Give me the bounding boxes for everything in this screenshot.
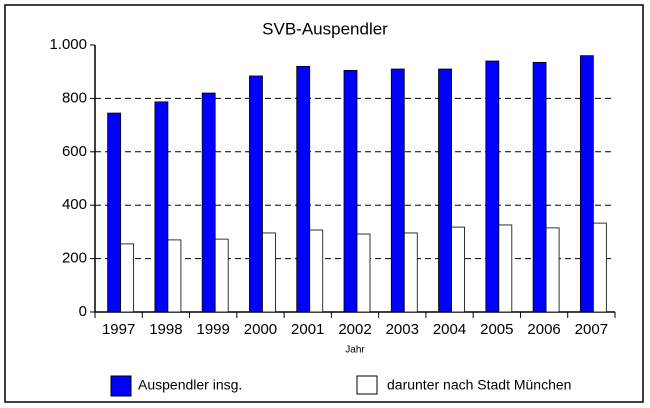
bar [592,222,607,313]
legend-label: Auspendler insg. [138,377,242,393]
legend-swatch [356,375,378,395]
bar [579,55,594,313]
bar [201,92,216,313]
y-tick-label: 400 [62,196,87,213]
x-tick-label: 2003 [386,321,419,338]
x-tick-label: 2001 [291,321,324,338]
bar [403,232,418,313]
bar [262,232,276,313]
x-tick-label: 1997 [102,321,135,338]
bar [309,229,324,313]
bar [249,75,263,313]
y-tick-label: 200 [62,250,87,267]
chart-frame [4,4,644,403]
bar [498,224,513,313]
bar [438,68,452,313]
bar [356,233,371,313]
bar [532,61,547,313]
bar [107,112,122,313]
x-axis-label: Jahr [345,345,365,356]
bar [451,226,465,313]
y-tick-label: 600 [62,143,87,160]
x-tick-label: 2004 [433,321,466,338]
chart-title: SVB-Auspendler [262,19,388,38]
bar [214,238,229,313]
bar [167,239,182,313]
bar [154,101,169,313]
bar [390,68,405,313]
legend-swatch [110,375,132,397]
bar [545,227,560,313]
x-tick-label: 2006 [527,321,560,338]
bar [485,60,500,313]
x-tick-label: 1999 [196,321,229,338]
x-tick-label: 1998 [149,321,182,338]
bar [120,243,135,313]
x-tick-label: 2005 [480,321,513,338]
y-tick-label: 1.000 [49,36,87,53]
bar [343,69,358,313]
x-tick-label: 2000 [244,321,277,338]
bar [296,65,311,313]
y-tick-label: 0 [79,303,87,320]
x-tick-label: 2007 [575,321,608,338]
legend-label: darunter nach Stadt München [387,377,571,393]
x-tick-label: 2002 [338,321,371,338]
y-tick-label: 800 [62,89,87,106]
